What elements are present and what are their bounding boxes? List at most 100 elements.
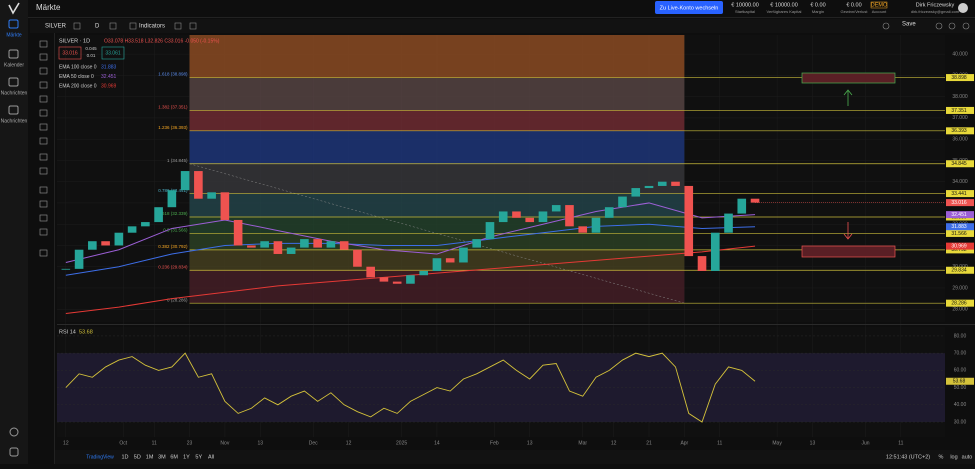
x-tick-label: 12	[346, 440, 352, 446]
scale-option[interactable]: log	[950, 454, 957, 460]
toolbar-icon[interactable]	[962, 22, 970, 30]
candle	[565, 205, 574, 227]
range-button[interactable]: 1Y	[183, 454, 190, 460]
x-tick-label: Dec	[309, 440, 318, 446]
toolbar-icon[interactable]	[73, 22, 81, 30]
fib-zone	[189, 217, 685, 234]
range-button[interactable]: All	[208, 454, 214, 460]
range-button[interactable]: 1M	[146, 454, 154, 460]
avatar[interactable]	[958, 3, 968, 13]
fib-zone	[189, 130, 685, 164]
buy-price[interactable]: 33.061	[105, 50, 121, 56]
settings-icon[interactable]	[9, 447, 19, 457]
drawing-tool[interactable]	[39, 123, 48, 131]
fib-zone	[189, 35, 685, 78]
price-tag-label: 34.845	[951, 161, 967, 167]
price-tag	[946, 127, 974, 135]
theme-toggle[interactable]	[9, 427, 19, 437]
fib-level-label: 1 (34.845)	[167, 158, 188, 163]
drawing-tool[interactable]	[39, 249, 48, 257]
toolbar-icon[interactable]	[882, 22, 890, 30]
candle	[684, 185, 694, 257]
sell-price[interactable]: 33.016	[62, 50, 78, 56]
up-arrow	[843, 89, 853, 106]
drawing-tool[interactable]	[39, 109, 48, 117]
sell-box[interactable]	[58, 46, 82, 60]
scale-option[interactable]: auto	[962, 454, 973, 460]
drawing-tool[interactable]	[39, 186, 48, 194]
x-tick-label: 12	[611, 440, 617, 446]
legend-ema-value: 31.883	[101, 64, 117, 70]
drawing-tool[interactable]	[39, 67, 48, 75]
fib-zone	[189, 110, 685, 131]
drawing-tool[interactable]	[39, 167, 48, 175]
toolbar-icon[interactable]	[189, 22, 197, 30]
toolbar-icon[interactable]	[109, 22, 117, 30]
indicators-button[interactable]: Indicators	[139, 24, 165, 30]
drawing-tool[interactable]	[39, 200, 48, 208]
y-tick-label: 40.000	[952, 51, 968, 57]
price-tag-label: 53.68	[953, 379, 966, 385]
live-button-label[interactable]: Zu Live-Konto wechseln	[660, 5, 719, 11]
scale-option[interactable]: %	[939, 454, 944, 460]
candle	[485, 222, 495, 240]
candle	[379, 277, 389, 282]
candle	[498, 211, 508, 223]
live-button[interactable]	[655, 1, 723, 14]
buy-box[interactable]	[101, 46, 125, 60]
nav-icon[interactable]	[8, 49, 19, 59]
nav-label[interactable]: Nachrichten	[1, 118, 28, 124]
price-tag-label: 36.393	[951, 128, 967, 134]
range-button[interactable]: 1D	[121, 454, 128, 460]
drawing-tool[interactable]	[39, 53, 48, 61]
logo	[8, 2, 20, 15]
nav-label[interactable]: Märkte	[6, 32, 22, 38]
range-button[interactable]: 5D	[134, 454, 141, 460]
nav-label[interactable]: Nachrichten	[1, 90, 28, 96]
stat-value: € 0.00	[810, 2, 825, 8]
ema-line	[65, 223, 756, 276]
quantity: 0.01	[87, 53, 96, 58]
nav-label[interactable]: Kalender	[4, 62, 24, 68]
fib-zone	[189, 193, 685, 218]
x-tick-label: Feb	[490, 440, 499, 446]
drawing-tool[interactable]	[39, 214, 48, 222]
nav-icon[interactable]	[8, 19, 19, 29]
legend-ema-name: EMA 50 close 0	[59, 74, 94, 80]
price-tag	[946, 299, 974, 307]
rsi-tick-label: 80.00	[954, 333, 967, 339]
rsi-tick-label: 60.00	[954, 368, 967, 374]
save-button[interactable]: Save	[902, 22, 916, 28]
y-tick-label: 36.000	[952, 136, 968, 142]
price-tag-label: 33.441	[951, 191, 967, 197]
toolbar-icon[interactable]	[174, 22, 182, 30]
drawing-tool[interactable]	[39, 95, 48, 103]
price-tag-label: 30.792	[951, 247, 967, 253]
drawing-tool[interactable]	[39, 40, 48, 48]
drawing-tool[interactable]	[39, 81, 48, 89]
interval[interactable]: D	[95, 24, 100, 30]
nav-icon[interactable]	[8, 105, 19, 115]
candle	[445, 258, 455, 263]
toolbar-icon[interactable]	[129, 22, 137, 30]
candle	[194, 171, 203, 199]
fib-level-label: 0 (28.286)	[167, 297, 188, 302]
toolbar-icon[interactable]	[935, 22, 943, 30]
stat-value: € 0.00	[846, 2, 861, 8]
range-button[interactable]: 5Y	[195, 454, 202, 460]
candle	[300, 239, 309, 248]
brand[interactable]: TradingView	[86, 454, 114, 460]
range-button[interactable]: 3M	[158, 454, 166, 460]
symbol[interactable]: SILVER	[45, 24, 67, 30]
drawing-tool[interactable]	[39, 153, 48, 161]
nav-icon[interactable]	[8, 77, 19, 87]
toolbar-icon[interactable]	[948, 22, 956, 30]
stat-label: Margin	[812, 9, 824, 14]
range-button[interactable]: 6M	[170, 454, 178, 460]
y-tick-label: 38.000	[952, 94, 968, 100]
sidebar	[0, 0, 28, 464]
drawing-tool[interactable]	[39, 137, 48, 145]
drawing-tool[interactable]	[39, 228, 48, 236]
candle	[459, 247, 468, 263]
candle	[419, 270, 428, 276]
